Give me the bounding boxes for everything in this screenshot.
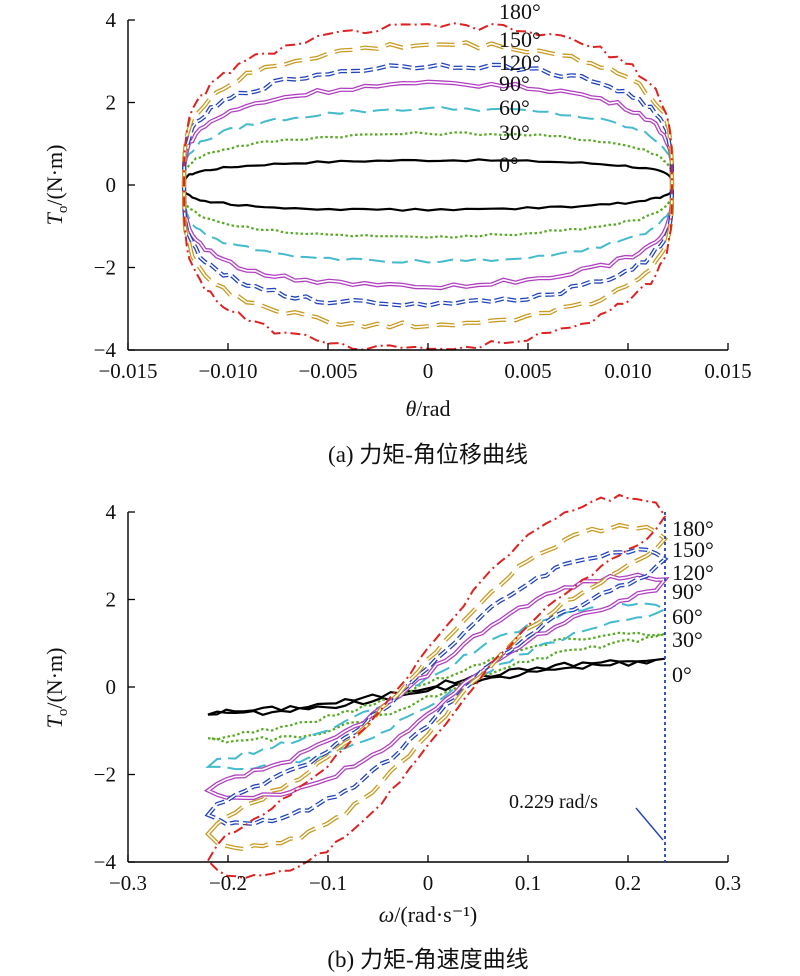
- panel-b-series-2: [205, 602, 668, 771]
- panel-a-series-label-6: 180°: [499, 0, 541, 24]
- panel-b-x-tick-label: 0.3: [715, 871, 741, 895]
- panel-a-series-0-line: [182, 158, 674, 212]
- panel-b-series-label-4: 120°: [672, 560, 714, 585]
- panel-a-series-label-5: 150°: [499, 27, 541, 52]
- panel-b-axes: −0.3 −0.2 −0.1 0 0.1 0.2 0.3 −4 −2 0 2 4: [94, 500, 741, 895]
- panel-a-series-label-2: 60°: [499, 95, 530, 120]
- panel-b-series-6: [206, 493, 667, 880]
- panel-a-series-2-line: [182, 105, 674, 264]
- panel-a-series-1-line: [182, 131, 674, 239]
- panel-b-x-tick-label: −0.1: [309, 871, 347, 895]
- panel-b-y-tick-label: −2: [94, 763, 116, 787]
- panel-b-series-label-1: 30°: [672, 627, 703, 652]
- panel-b-curves: [203, 493, 670, 880]
- panel-b-annotation-leader: [635, 807, 664, 841]
- panel-b-x-tick-label: 0: [423, 871, 434, 895]
- panel-a-x-tick-label: −0.005: [298, 359, 357, 383]
- panel-a-y-axis-label: To/(N·m): [42, 145, 71, 226]
- panel-a-series-label-3: 90°: [499, 71, 530, 96]
- panel-b-series-2-line: [205, 602, 668, 771]
- panel-b-series-6-line: [206, 493, 667, 880]
- panel-a-y-tick-label: −4: [94, 338, 117, 362]
- panel-a-series-5-line-inner: [183, 41, 673, 329]
- panel-b-y-tick-label: 2: [106, 588, 117, 612]
- panel-a-x-tick-label: 0: [423, 359, 434, 383]
- panel-a-series-label-0: 0°: [499, 152, 519, 177]
- panel-b-y-axis-label: To/(N·m): [42, 648, 71, 729]
- panel-b-annotation: 0.229 rad/s: [509, 512, 666, 862]
- panel-a-y-tick-label: 4: [106, 8, 117, 32]
- panel-a-series-label-1: 30°: [499, 120, 530, 145]
- panel-a-series-5: [181, 40, 675, 330]
- panel-a-x-tick-label: −0.010: [198, 359, 257, 383]
- panel-b-x-tick-label: 0.1: [515, 871, 541, 895]
- panel-a-series-0: [182, 158, 674, 212]
- panel-b-x-tick-label: −0.3: [109, 871, 147, 895]
- panel-b-torque-velocity-chart: −0.3 −0.2 −0.1 0 0.1 0.2 0.3 −4 −2 0 2 4 0° 30°60°90…: [42, 493, 741, 972]
- panel-b-y-tick-label: −4: [94, 850, 117, 874]
- panel-a-x-axis-label: θ/rad: [405, 396, 450, 421]
- panel-a-series-3-line-inner: [183, 80, 673, 289]
- panel-b-series-label-5: 150°: [672, 537, 714, 562]
- panel-b-annotation-label: 0.229 rad/s: [509, 791, 598, 813]
- panel-a-curve-labels: 0° 30°60°90°120°150° 180°: [499, 0, 541, 177]
- panel-a-x-tick-label: 0.005: [504, 359, 551, 383]
- panel-a-x-tick-label: 0.010: [604, 359, 651, 383]
- panel-b-series-1: [207, 631, 666, 744]
- panel-a-series-2: [182, 105, 674, 264]
- panel-b-series-label-2: 60°: [672, 604, 703, 629]
- panel-b-curve-labels: 0° 30°60°90°120°150°180°: [672, 516, 714, 687]
- panel-a-x-tick-label: −0.015: [98, 359, 157, 383]
- panel-b-y-tick-label: 4: [106, 500, 117, 524]
- panel-a-series-1: [182, 131, 674, 239]
- panel-a-series-label-4: 120°: [499, 50, 541, 75]
- panel-a-torque-angle-chart: −0.015 −0.010 −0.005 0 0.005 0.010 0.015 −4 −2 0 2…: [42, 0, 752, 467]
- panel-a-series-3: [181, 79, 675, 291]
- panel-a-x-tick-label: 0.015: [704, 359, 751, 383]
- panel-a-caption: (a) 力矩-角位移曲线: [328, 442, 528, 467]
- panel-b-caption: (b) 力矩-角速度曲线: [327, 947, 528, 972]
- panel-a-series-3-line-outer: [181, 79, 675, 291]
- panel-b-series-label-3: 90°: [672, 579, 703, 604]
- panel-b-x-tick-label: 0.2: [615, 871, 641, 895]
- panel-b-x-tick-label: −0.2: [209, 871, 247, 895]
- panel-b-series-label-0: 0°: [672, 662, 692, 687]
- panel-a-axes: −0.015 −0.010 −0.005 0 0.005 0.010 0.015 −4 −2 0 2…: [94, 8, 752, 383]
- panel-a-series-6-line: [182, 22, 674, 351]
- panel-a-y-tick-label: −2: [94, 256, 116, 280]
- panel-b-x-axis-label: ω/(rad·s⁻¹): [379, 902, 478, 927]
- panel-a-y-tick-label: 0: [106, 173, 117, 197]
- panel-a-y-tick-label: 2: [106, 91, 117, 115]
- panel-b-series-label-6: 180°: [672, 516, 714, 541]
- panel-b-y-tick-label: 0: [106, 675, 117, 699]
- panel-b-series-1-line: [207, 631, 666, 744]
- panel-a-series-6: [182, 22, 674, 351]
- panel-a-curves: [181, 22, 675, 351]
